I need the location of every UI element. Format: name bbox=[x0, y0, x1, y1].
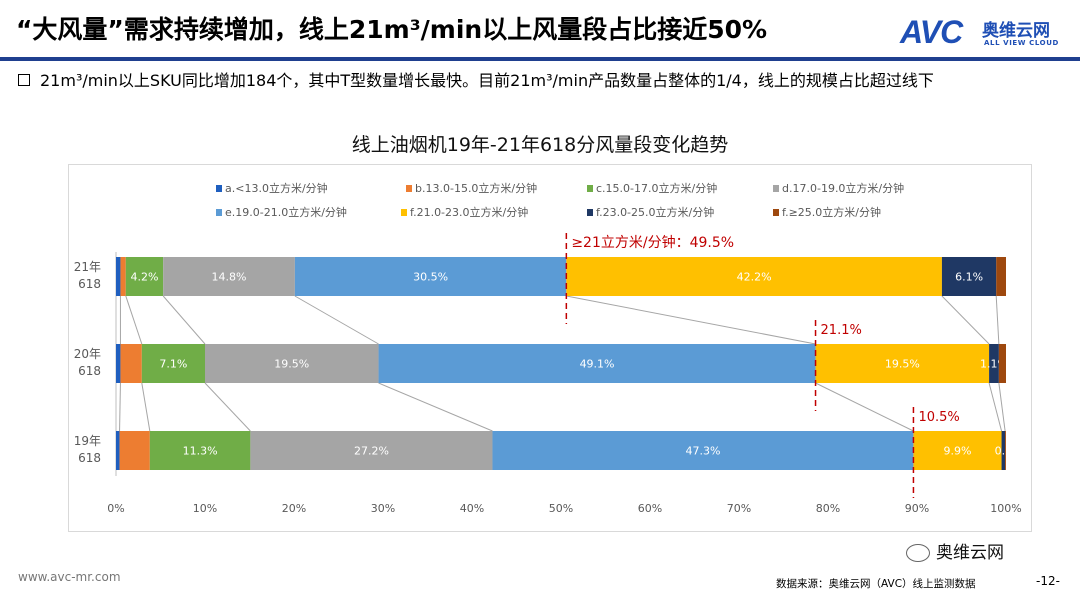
page-title: “大风量”需求持续增加，线上21m³/min以上风量段占比接近50% bbox=[16, 15, 768, 44]
subtitle-text: 21m³/min以上SKU同比增加184个，其中T型数量增长最快。目前21m³/… bbox=[40, 71, 934, 90]
avc-logo: AVC 奥维云网 ALL VIEW CLOUD bbox=[900, 14, 1070, 54]
wechat-icon bbox=[906, 544, 930, 562]
logo-en-text: ALL VIEW CLOUD bbox=[984, 39, 1059, 47]
footer-url[interactable]: www.avc-mr.com bbox=[18, 570, 121, 584]
chart-title: 线上油烟机19年-21年618分风量段变化趋势 bbox=[351, 134, 729, 156]
header-divider bbox=[0, 57, 1080, 61]
wechat-label: 奥维云网 bbox=[936, 543, 1004, 563]
wechat-badge: 奥维云网 bbox=[906, 538, 1004, 563]
logo-mark: AVC bbox=[900, 14, 963, 50]
chart-frame bbox=[68, 164, 1032, 532]
data-source: 数据来源：奥维云网（AVC）线上监测数据 bbox=[776, 578, 976, 590]
page-number: -12- bbox=[1036, 574, 1060, 588]
bullet-square-icon bbox=[18, 74, 30, 86]
logo-cn-text: 奥维云网 bbox=[982, 21, 1050, 41]
